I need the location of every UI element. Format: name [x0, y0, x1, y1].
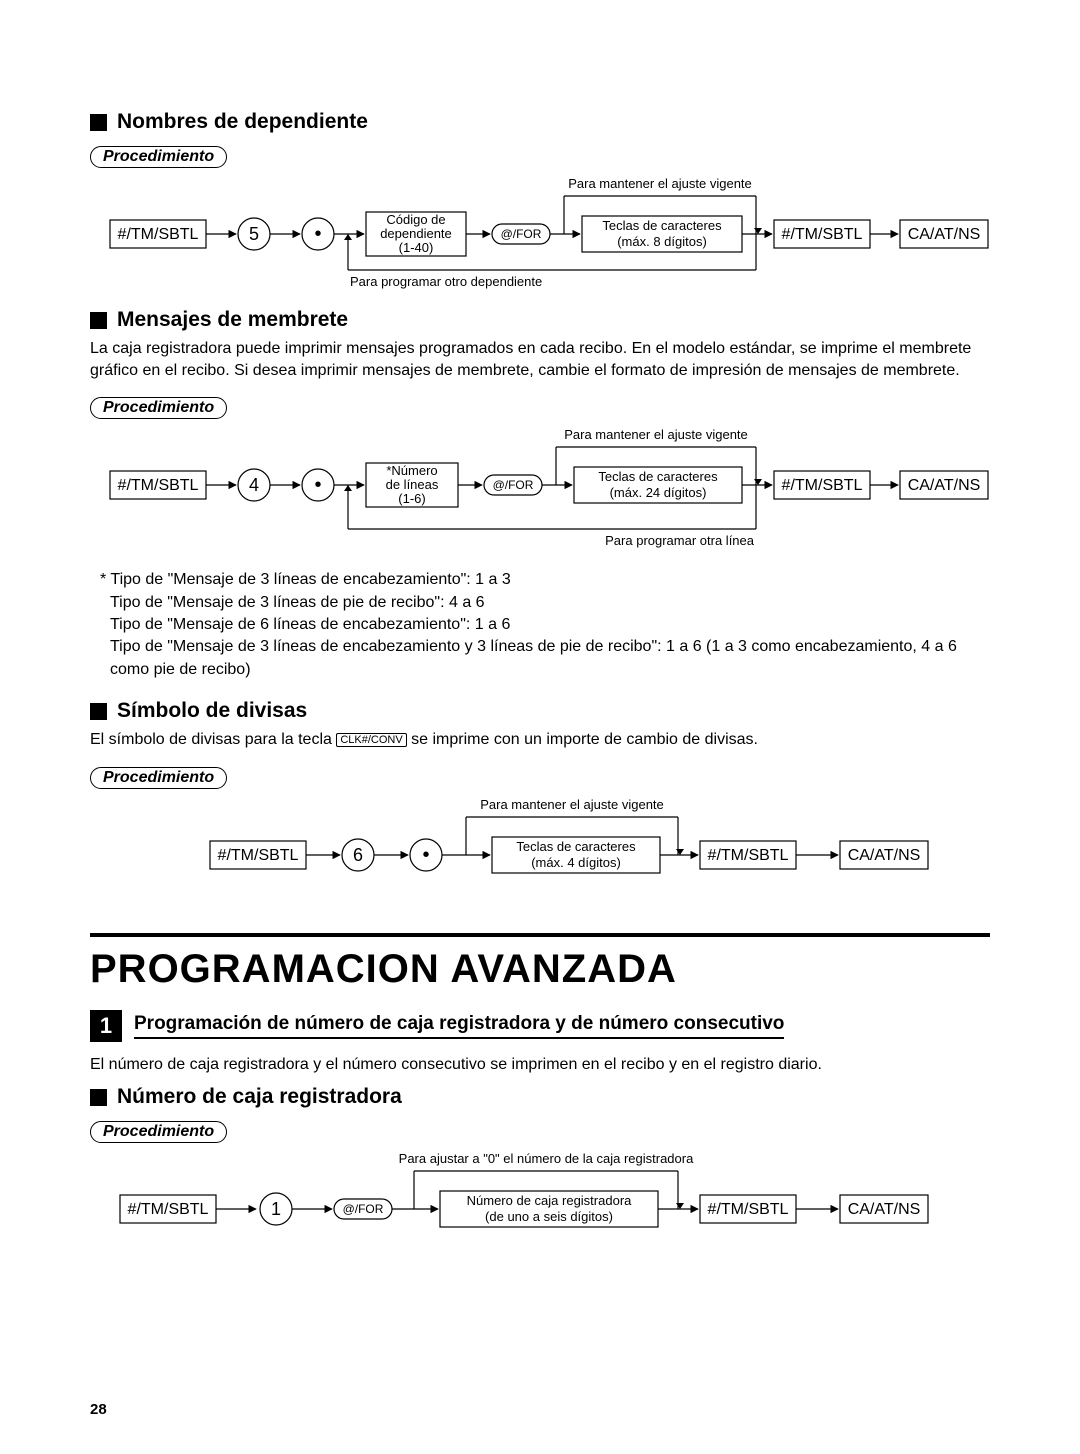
- svg-text:(máx. 24 dígitos): (máx. 24 dígitos): [610, 485, 707, 500]
- svg-text:CA/AT/NS: CA/AT/NS: [908, 477, 981, 494]
- svg-text:Para mantener el ajuste vigent: Para mantener el ajuste vigente: [564, 427, 748, 442]
- heading-bar-text: Programación de número de caja registrad…: [134, 1013, 784, 1039]
- box-label: (máx. 8 dígitos): [617, 234, 707, 249]
- box-label: (1-40): [399, 240, 434, 255]
- svg-text:Para mantener el ajuste vigent: Para mantener el ajuste vigente: [480, 797, 664, 812]
- note-line: Tipo de "Mensaje de 3 líneas de encabeza…: [100, 636, 990, 681]
- section-title-text: Símbolo de divisas: [117, 699, 307, 723]
- notes-list: * Tipo de "Mensaje de 3 líneas de encabe…: [100, 569, 990, 681]
- heading-number-box: 1: [90, 1010, 122, 1042]
- svg-text:CA/AT/NS: CA/AT/NS: [848, 1201, 921, 1218]
- step-number: 5: [249, 224, 259, 244]
- flow-diagram-numero: #/TM/SBTL 1 @/FOR Número de caja registr…: [90, 1149, 990, 1239]
- svg-text:*Número: *Número: [386, 463, 437, 478]
- key-inline: CLK#/CONV: [336, 733, 406, 747]
- loop-label: Para programar otro dependiente: [350, 274, 542, 289]
- svg-text:Teclas de caracteres: Teclas de caracteres: [516, 839, 636, 854]
- svg-text:(1-6): (1-6): [398, 491, 425, 506]
- svg-text:Para programar otra línea: Para programar otra línea: [605, 533, 755, 548]
- section-title-simbolo: Símbolo de divisas: [90, 699, 990, 723]
- section-title-nombres: Nombres de dependiente: [90, 110, 990, 134]
- note-line: Tipo de "Mensaje de 6 líneas de encabeza…: [100, 614, 990, 636]
- box-label: Código de: [386, 212, 445, 227]
- flow-diagram-simbolo: #/TM/SBTL 6 • Teclas de caracteres (máx.…: [90, 795, 990, 885]
- svg-text:6: 6: [353, 845, 363, 865]
- key-tmsbtl: #/TM/SBTL: [782, 226, 863, 243]
- svg-text:#/TM/SBTL: #/TM/SBTL: [782, 477, 863, 494]
- svg-text:#/TM/SBTL: #/TM/SBTL: [128, 1201, 209, 1218]
- section-title-mensajes: Mensajes de membrete: [90, 308, 990, 332]
- svg-text:Para ajustar a "0" el número d: Para ajustar a "0" el número de la caja …: [399, 1151, 694, 1166]
- key-tmsbtl: #/TM/SBTL: [118, 226, 199, 243]
- flow-diagram-mensajes: #/TM/SBTL 4 • *Número de líneas (1-6) @/…: [90, 425, 990, 555]
- svg-text:@/FOR: @/FOR: [343, 1202, 384, 1216]
- svg-text:4: 4: [249, 475, 259, 495]
- note-line: * Tipo de "Mensaje de 3 líneas de encabe…: [100, 569, 990, 591]
- svg-text:(de uno a seis dígitos): (de uno a seis dígitos): [485, 1209, 613, 1224]
- numbered-heading: 1 Programación de número de caja registr…: [90, 1010, 990, 1042]
- bullet-icon: [90, 312, 107, 329]
- procedure-pill: Procedimiento: [90, 767, 227, 789]
- key-caatns: CA/AT/NS: [908, 226, 981, 243]
- procedure-pill: Procedimiento: [90, 146, 227, 168]
- keep-label: Para mantener el ajuste vigente: [568, 176, 752, 191]
- procedure-pill: Procedimiento: [90, 1121, 227, 1143]
- svg-text:#/TM/SBTL: #/TM/SBTL: [218, 847, 299, 864]
- para-text: El símbolo de divisas para la tecla: [90, 731, 336, 748]
- svg-text:(máx. 4 dígitos): (máx. 4 dígitos): [531, 855, 621, 870]
- para-text: se imprime con un importe de cambio de d…: [407, 731, 758, 748]
- svg-text:•: •: [314, 474, 321, 496]
- svg-text:1: 1: [271, 1199, 281, 1219]
- note-line: Tipo de "Mensaje de 3 líneas de pie de r…: [100, 592, 990, 614]
- dot-key: •: [314, 223, 321, 245]
- svg-text:CA/AT/NS: CA/AT/NS: [848, 847, 921, 864]
- svg-text:#/TM/SBTL: #/TM/SBTL: [708, 1201, 789, 1218]
- bullet-icon: [90, 114, 107, 131]
- manual-page: Nombres de dependiente Procedimiento #/T…: [0, 0, 1080, 1454]
- section-paragraph: El número de caja registradora y el núme…: [90, 1054, 990, 1076]
- svg-text:#/TM/SBTL: #/TM/SBTL: [708, 847, 789, 864]
- procedure-pill: Procedimiento: [90, 397, 227, 419]
- box-label: Teclas de caracteres: [602, 218, 722, 233]
- section-paragraph: El símbolo de divisas para la tecla CLK#…: [90, 729, 990, 751]
- svg-text:Teclas de caracteres: Teclas de caracteres: [598, 469, 718, 484]
- section-title-text: Mensajes de membrete: [117, 308, 348, 332]
- svg-text:#/TM/SBTL: #/TM/SBTL: [118, 477, 199, 494]
- main-heading: PROGRAMACION AVANZADA: [90, 933, 990, 992]
- key-for: @/FOR: [501, 227, 542, 241]
- svg-text:@/FOR: @/FOR: [493, 478, 534, 492]
- box-label: dependiente: [380, 226, 452, 241]
- section-paragraph: La caja registradora puede imprimir mens…: [90, 338, 990, 381]
- svg-text:Número de caja registradora: Número de caja registradora: [467, 1193, 633, 1208]
- bullet-icon: [90, 1089, 107, 1106]
- flow-diagram-nombres: #/TM/SBTL 5 • Código de dependiente (1-4…: [90, 174, 990, 294]
- section-title-text: Número de caja registradora: [117, 1085, 402, 1109]
- section-title-text: Nombres de dependiente: [117, 110, 368, 134]
- bullet-icon: [90, 703, 107, 720]
- svg-text:•: •: [422, 844, 429, 866]
- section-title-numero: Número de caja registradora: [90, 1085, 990, 1109]
- svg-text:de líneas: de líneas: [386, 477, 439, 492]
- page-number: 28: [90, 1401, 107, 1418]
